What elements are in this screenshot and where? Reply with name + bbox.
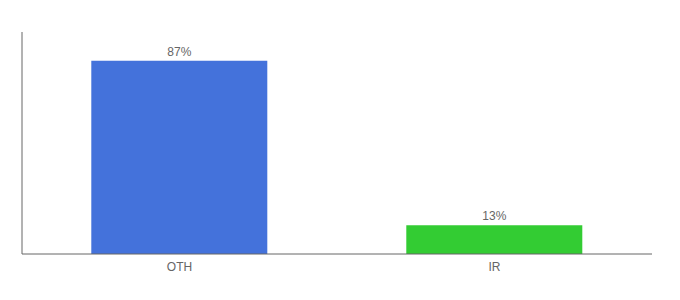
svg-text:87%: 87% bbox=[167, 45, 191, 59]
svg-text:13%: 13% bbox=[482, 209, 506, 223]
svg-text:IR: IR bbox=[489, 260, 501, 274]
svg-text:OTH: OTH bbox=[167, 260, 192, 274]
